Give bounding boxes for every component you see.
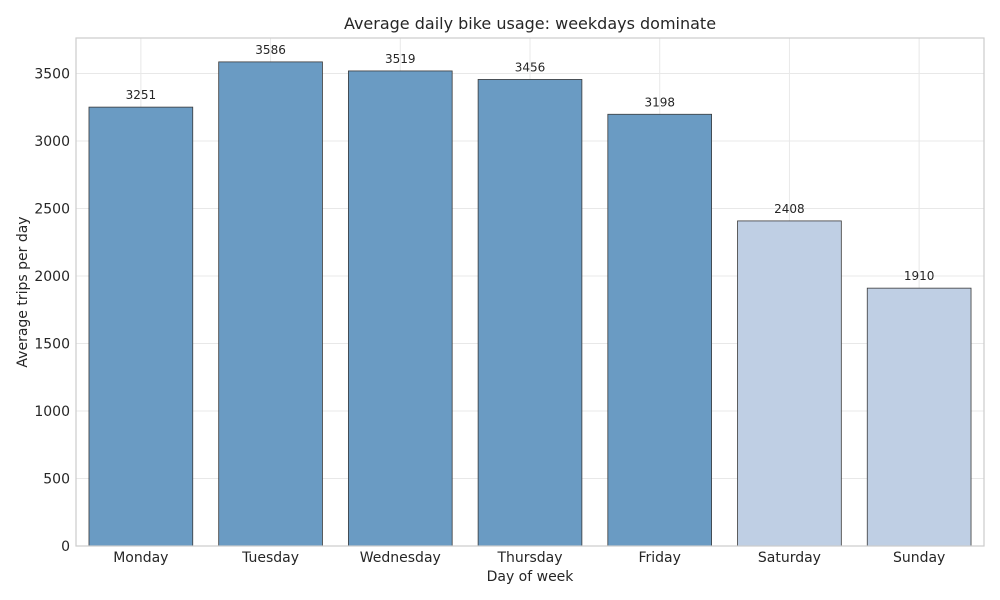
x-tick-label: Tuesday [241, 550, 299, 566]
y-tick-label: 500 [43, 472, 70, 488]
y-tick-label: 0 [61, 539, 70, 555]
y-tick-label: 3500 [34, 67, 70, 83]
bar-value-label: 2408 [774, 202, 805, 216]
y-axis-ticks: 0 500 1000 1500 2000 2500 3000 3500 [34, 67, 70, 555]
bar-value-labels: 3251 3586 3519 3456 3198 2408 1910 [126, 43, 935, 283]
bars [88, 61, 972, 547]
x-tick-label: Friday [638, 550, 680, 566]
x-tick-label: Sunday [893, 550, 945, 566]
bar-wednesday [347, 70, 453, 547]
x-axis-label: Day of week [487, 569, 575, 585]
bar-saturday [737, 220, 842, 547]
y-tick-label: 1500 [34, 337, 70, 353]
x-tick-label: Monday [113, 550, 168, 566]
bar-value-label: 3251 [126, 88, 157, 102]
x-tick-label: Saturday [758, 550, 821, 566]
bar-value-label: 3198 [644, 95, 675, 109]
bar-value-label: 3456 [515, 60, 546, 74]
bar-friday [607, 113, 712, 547]
y-tick-label: 1000 [34, 404, 70, 420]
bar-value-label: 1910 [904, 269, 935, 283]
y-axis-label: Average trips per day [15, 216, 31, 367]
y-tick-label: 2000 [34, 269, 70, 285]
bar-tuesday [218, 61, 323, 547]
bar-monday [88, 106, 194, 547]
x-axis-ticks: Monday Tuesday Wednesday Thursday Friday Satu… [113, 550, 945, 566]
chart-title: Average daily bike usage: weekdays domin… [344, 14, 716, 33]
y-tick-label: 3000 [34, 134, 70, 150]
x-tick-label: Thursday [496, 550, 562, 566]
bar-value-label: 3586 [255, 43, 286, 57]
bar-thursday [477, 79, 583, 547]
y-tick-label: 2500 [34, 202, 70, 218]
plot-frame [75, 37, 985, 547]
bar-sunday [866, 287, 972, 547]
x-tick-label: Wednesday [360, 550, 441, 566]
bar-value-label: 3519 [385, 52, 416, 66]
